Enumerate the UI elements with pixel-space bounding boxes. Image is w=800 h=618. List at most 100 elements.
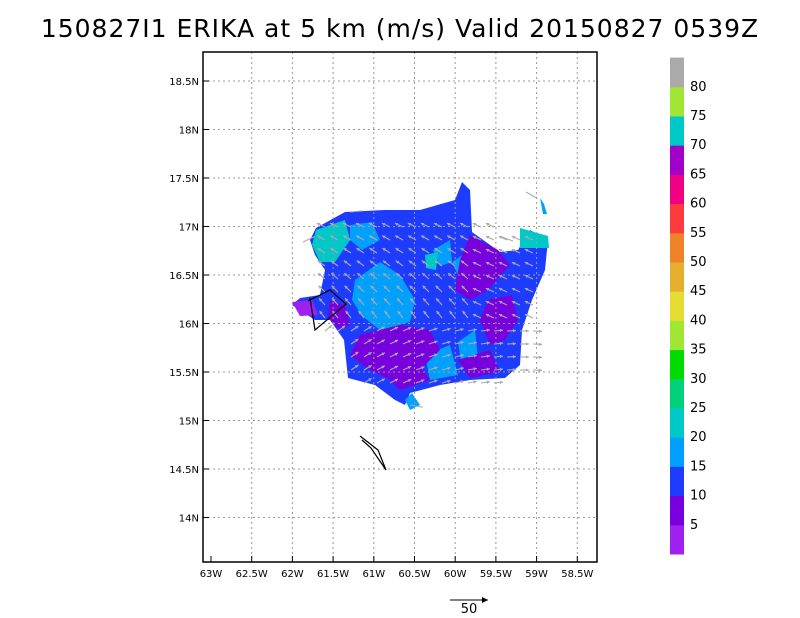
colorbar-segment: [670, 174, 684, 205]
wind-vector-head: [498, 248, 503, 253]
wind-vector-head: [473, 367, 477, 371]
wind-vector-head: [368, 378, 372, 382]
wind-vector-head: [409, 285, 413, 290]
wind-vector-head: [384, 298, 388, 302]
colorbar-label: 80: [690, 80, 707, 95]
wind-vector-head: [435, 273, 439, 277]
wind-vector-head: [460, 235, 464, 239]
wind-vector-head: [511, 313, 516, 318]
wind-speed-region: [380, 365, 430, 390]
wind-vector-head: [420, 379, 425, 383]
colorbar-label: 25: [690, 401, 707, 416]
wind-vector-head: [473, 380, 477, 384]
wind-vector-head: [368, 365, 372, 369]
wind-vector-head: [422, 285, 426, 290]
wind-vector-head: [511, 261, 516, 266]
wind-vector-head: [408, 260, 413, 264]
wind-vector-head: [447, 235, 451, 239]
wind-vector-head: [368, 339, 372, 343]
wind-vector-head: [462, 310, 466, 315]
wind-vector-head: [460, 260, 465, 264]
wind-speed-region: [455, 235, 510, 300]
wind-vector-head: [498, 287, 503, 292]
wind-vector-head: [381, 326, 385, 330]
colorbar: 5 10 15 20 25 30 35 40 45 50 55 60 65 70 75 80: [670, 57, 707, 555]
wind-vector-head: [354, 351, 359, 356]
wind-vector-head: [525, 329, 529, 333]
wind-vector-head: [345, 310, 349, 315]
wind-vector-head: [524, 261, 529, 266]
wind-vector-head: [435, 285, 439, 290]
wind-vector-head: [421, 235, 425, 239]
lon-label: 59W: [525, 569, 548, 580]
wind-vector-head: [498, 313, 503, 318]
wind-vector-head: [447, 340, 451, 345]
wind-vector-head: [446, 222, 451, 227]
wind-vector-head: [408, 235, 412, 239]
wind-vector-head: [447, 353, 451, 358]
wind-vector-head: [358, 310, 362, 315]
wind-vector-head: [421, 260, 426, 264]
lat-lon-grid: [203, 52, 597, 562]
wind-vector-head: [381, 339, 385, 343]
wind-vector-head: [524, 248, 529, 253]
wind-vector-head: [395, 248, 399, 252]
wind-vector-head: [394, 378, 399, 382]
wind-vector-head: [485, 222, 490, 227]
wind-vector-head: [525, 368, 529, 372]
wind-vector-head: [370, 273, 374, 277]
lon-label: 61.5W: [317, 569, 349, 580]
wind-vector: [302, 236, 316, 243]
wind-vector-head: [538, 329, 542, 333]
wind-vector-head: [317, 260, 322, 264]
wind-vector-head: [461, 285, 465, 290]
wind-vector-head: [473, 341, 477, 345]
wind-vector-head: [407, 353, 412, 357]
wind-vector-head: [538, 368, 542, 372]
wind-vector-head: [472, 261, 477, 266]
wind-vector-head: [368, 222, 373, 227]
colorbar-label: 5: [690, 518, 698, 533]
wind-vector-head: [394, 339, 399, 343]
lat-label: 17N: [179, 223, 199, 234]
wind-vector-head: [319, 310, 323, 315]
wind-vector-head: [381, 365, 385, 369]
wind-vector-head: [460, 380, 464, 384]
wind-vector-head: [341, 325, 346, 329]
wind-vector-head: [331, 273, 335, 277]
colorbar-segment: [670, 349, 684, 380]
wind-vector-head: [397, 298, 401, 302]
wind-speed-region: [480, 295, 518, 345]
wind-vector-head: [538, 355, 542, 359]
wind-vector: [500, 236, 514, 242]
wind-vector-head: [498, 261, 503, 266]
wind-vector-head: [525, 355, 529, 359]
wind-vector-head: [499, 367, 503, 372]
wind-vector-head: [460, 354, 464, 358]
colorbar-label: 10: [690, 489, 707, 504]
wind-vector-head: [434, 353, 438, 357]
wind-vector-head: [395, 260, 400, 264]
wind-vector-head: [434, 327, 438, 331]
wind-vector-head: [342, 222, 347, 227]
wind-vector-head: [498, 300, 503, 305]
wind-vector-head: [485, 248, 490, 253]
wind-vector-head: [449, 310, 453, 315]
wind-vector-head: [447, 379, 451, 384]
wind-vector-head: [447, 248, 451, 252]
wind-vector-head: [330, 235, 334, 239]
wind-vector-head: [356, 235, 360, 239]
wind-vector-head: [434, 340, 438, 344]
wind-vector-head: [420, 366, 425, 370]
wind-vector-head: [370, 285, 374, 290]
wind-vector-head: [511, 248, 516, 253]
wind-vector-head: [356, 248, 360, 252]
wind-vector-head: [472, 287, 477, 292]
colorbar-segment: [670, 262, 684, 292]
wind-vector-head: [420, 222, 425, 227]
wind-vector-head: [395, 235, 399, 239]
wind-vector-head: [499, 341, 503, 346]
wind-vector-head: [512, 329, 516, 333]
wind-vector-head: [460, 248, 464, 252]
